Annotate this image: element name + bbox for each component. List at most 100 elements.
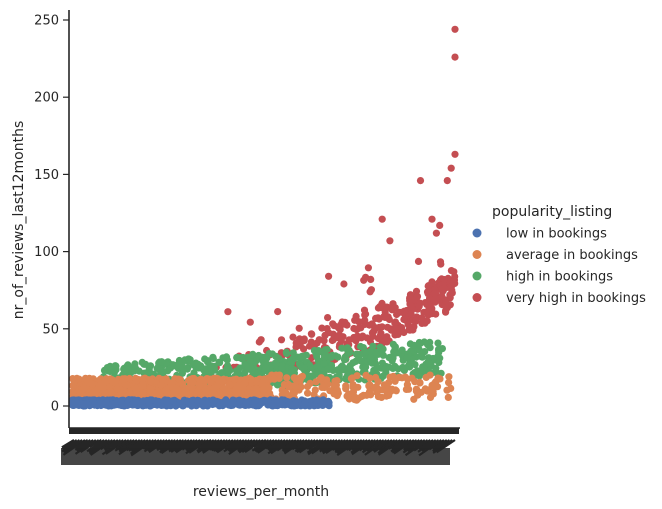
data-point <box>415 338 423 347</box>
data-point <box>423 387 431 395</box>
data-point <box>381 337 389 345</box>
data-point <box>313 363 321 371</box>
y-tick-label: 50 <box>42 322 59 337</box>
data-point <box>416 177 425 185</box>
data-point <box>407 303 415 311</box>
data-point <box>416 379 424 387</box>
data-point <box>210 384 218 392</box>
data-point <box>379 345 387 353</box>
x-tick-label <box>88 439 102 449</box>
data-point <box>357 357 365 365</box>
data-point <box>423 317 431 325</box>
data-point <box>222 353 231 361</box>
data-point <box>277 336 286 344</box>
data-point <box>121 375 129 383</box>
data-point <box>281 388 290 396</box>
data-point <box>285 383 293 391</box>
x-tick-label <box>418 439 434 450</box>
data-point <box>363 391 371 399</box>
data-point <box>366 381 374 389</box>
data-point <box>378 215 386 223</box>
data-point <box>169 397 177 405</box>
x-tick-label <box>155 439 171 450</box>
legend-label: high in bookings <box>506 270 613 285</box>
legend-label: average in bookings <box>506 248 638 263</box>
x-tick-label <box>74 439 89 449</box>
data-point <box>412 287 421 295</box>
x-tick-label <box>197 439 212 450</box>
data-point <box>373 350 381 359</box>
data-point <box>324 365 332 373</box>
data-point <box>233 353 241 361</box>
data-point <box>374 334 382 343</box>
data-point <box>218 369 226 377</box>
x-tick-label <box>61 439 75 449</box>
data-point <box>313 396 321 404</box>
data-point <box>416 367 424 375</box>
data-point <box>411 361 419 369</box>
data-point <box>363 334 371 342</box>
data-point <box>347 366 355 374</box>
x-tick-label <box>388 439 404 450</box>
data-point <box>406 326 414 334</box>
data-point <box>357 324 365 332</box>
data-point <box>425 301 434 309</box>
data-point <box>351 393 359 401</box>
data-point <box>399 365 408 373</box>
data-point <box>436 258 445 266</box>
data-point <box>330 390 338 398</box>
data-point <box>290 389 298 397</box>
data-point <box>345 336 353 344</box>
data-point <box>391 377 399 385</box>
data-point <box>83 376 91 384</box>
data-point <box>255 338 263 346</box>
data-point <box>179 364 187 372</box>
data-point <box>140 360 148 368</box>
data-point <box>398 346 406 354</box>
data-point <box>410 395 418 403</box>
x-ticks <box>69 428 459 434</box>
data-point <box>389 340 397 348</box>
data-point <box>293 401 301 409</box>
data-point <box>117 397 125 405</box>
series-very-high-in-bookings <box>212 25 459 371</box>
data-point <box>274 308 282 316</box>
data-point <box>438 345 446 353</box>
data-point <box>301 400 309 408</box>
data-point <box>292 339 300 347</box>
data-point <box>369 358 377 366</box>
data-point <box>411 369 419 377</box>
x-tick-label-band <box>61 448 450 465</box>
data-point <box>432 229 440 237</box>
data-point <box>334 334 342 342</box>
x-tick-label <box>307 439 324 451</box>
x-tick-label <box>61 439 78 451</box>
x-tick-label <box>291 439 308 451</box>
data-point <box>132 385 140 393</box>
data-point <box>423 288 432 296</box>
data-point <box>346 348 354 356</box>
data-point <box>317 374 325 382</box>
data-point <box>158 358 166 366</box>
series-low-in-bookings <box>68 396 333 410</box>
x-tick-label <box>115 439 130 450</box>
data-point <box>379 351 387 359</box>
data-point <box>102 399 110 407</box>
data-point <box>262 364 270 372</box>
data-point <box>366 347 374 355</box>
data-point <box>373 364 381 372</box>
data-point <box>251 396 259 404</box>
data-point <box>310 402 318 410</box>
data-point <box>286 401 294 409</box>
data-point <box>111 362 119 370</box>
data-point <box>386 237 394 245</box>
data-point <box>187 399 195 407</box>
legend-label: very high in bookings <box>506 291 646 306</box>
data-point <box>331 352 339 360</box>
data-point <box>254 369 262 377</box>
x-axis <box>61 427 460 465</box>
data-point <box>289 333 297 341</box>
data-point <box>414 257 423 265</box>
data-point <box>367 286 375 294</box>
data-point <box>215 358 223 366</box>
